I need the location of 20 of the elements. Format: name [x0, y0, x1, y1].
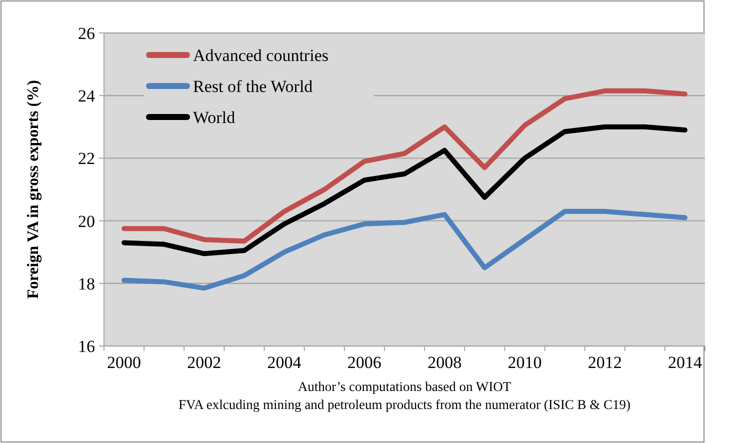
y-tick-label: 24	[78, 86, 96, 106]
x-tick-label: 2006	[347, 353, 382, 372]
x-tick-label: 2012	[588, 353, 622, 372]
text: Author’s computations based on WIOT	[298, 379, 512, 394]
text: FVA exlcuding mining and petroleum products from the numerator (ISIC B & C19)	[178, 397, 630, 412]
y-tick-label: 26	[78, 24, 95, 43]
x-tick-label: 2004	[267, 353, 302, 372]
y-axis-title: Foreign VA in gross exports (%)	[25, 80, 42, 299]
legend-label: Advanced countries	[193, 46, 328, 65]
x-tick-label: 2010	[508, 353, 542, 372]
legend-label: Rest of the World	[193, 76, 314, 96]
x-tick-label: 2002	[187, 353, 222, 372]
x-tick-label: 2008	[428, 353, 462, 372]
x-tick-label: 2000	[107, 353, 142, 372]
y-tick-label: 22	[78, 149, 95, 168]
y-tick-label: 18	[78, 274, 95, 294]
legend-label: World	[193, 108, 236, 127]
y-tick-label: 16	[78, 336, 95, 356]
x-tick-label: 2014	[668, 353, 702, 372]
y-tick-label: 20	[78, 212, 95, 231]
